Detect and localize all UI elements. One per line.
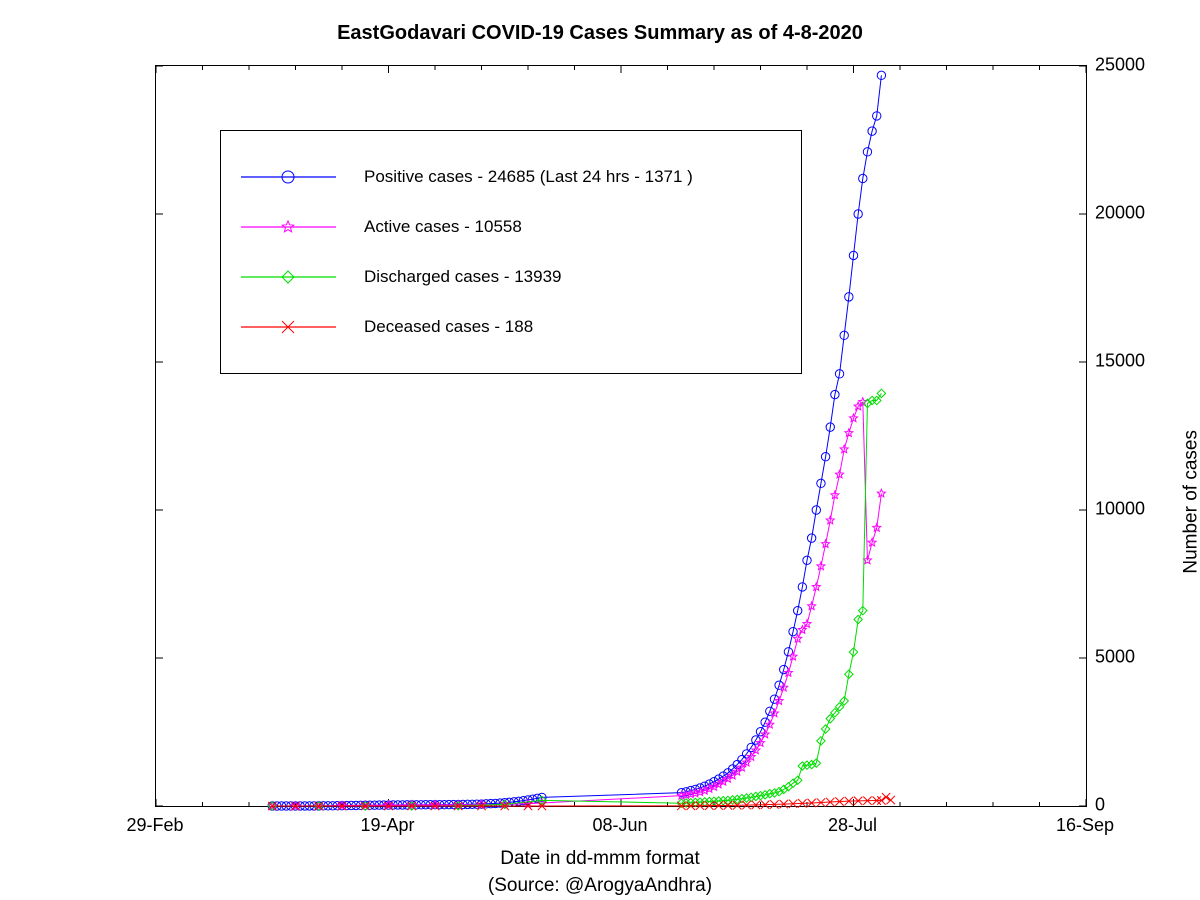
x-tick-label: 28-Jul: [828, 815, 877, 836]
legend-label: Positive cases - 24685 (Last 24 hrs - 13…: [364, 167, 693, 187]
y-tick-label: 0: [1095, 795, 1105, 816]
legend-item: Deceased cases - 188: [241, 305, 781, 349]
legend-item: Positive cases - 24685 (Last 24 hrs - 13…: [241, 155, 781, 199]
y-tick-label: 15000: [1095, 351, 1145, 372]
legend-sample-star: [241, 217, 336, 237]
y-axis-label: Number of cases: [1181, 430, 1200, 574]
x-tick-label: 19-Apr: [360, 815, 414, 836]
legend-item: Discharged cases - 13939: [241, 255, 781, 299]
x-tick-label: 29-Feb: [126, 815, 183, 836]
legend-item: Active cases - 10558: [241, 205, 781, 249]
y-tick-label: 10000: [1095, 499, 1145, 520]
x-axis-label: Date in dd-mmm format: [0, 848, 1200, 870]
chart-container: EastGodavari COVID-19 Cases Summary as o…: [0, 0, 1200, 900]
legend-label: Active cases - 10558: [364, 217, 522, 237]
y-tick-label: 20000: [1095, 203, 1145, 224]
series-active-cases: [268, 398, 885, 810]
legend-label: Deceased cases - 188: [364, 317, 533, 337]
x-axis-sublabel: (Source: @ArogyaAndhra): [0, 875, 1200, 897]
legend-sample-circle: [241, 167, 336, 187]
legend: Positive cases - 24685 (Last 24 hrs - 13…: [220, 130, 802, 374]
x-tick-label: 08-Jun: [592, 815, 647, 836]
x-tick-label: 16-Sep: [1056, 815, 1114, 836]
legend-sample-cross: [241, 317, 336, 337]
legend-sample-diamond: [241, 267, 336, 287]
y-tick-label: 5000: [1095, 647, 1135, 668]
y-tick-label: 25000: [1095, 55, 1145, 76]
series-discharged-cases: [268, 389, 886, 810]
legend-label: Discharged cases - 13939: [364, 267, 562, 287]
chart-title: EastGodavari COVID-19 Cases Summary as o…: [0, 22, 1200, 45]
